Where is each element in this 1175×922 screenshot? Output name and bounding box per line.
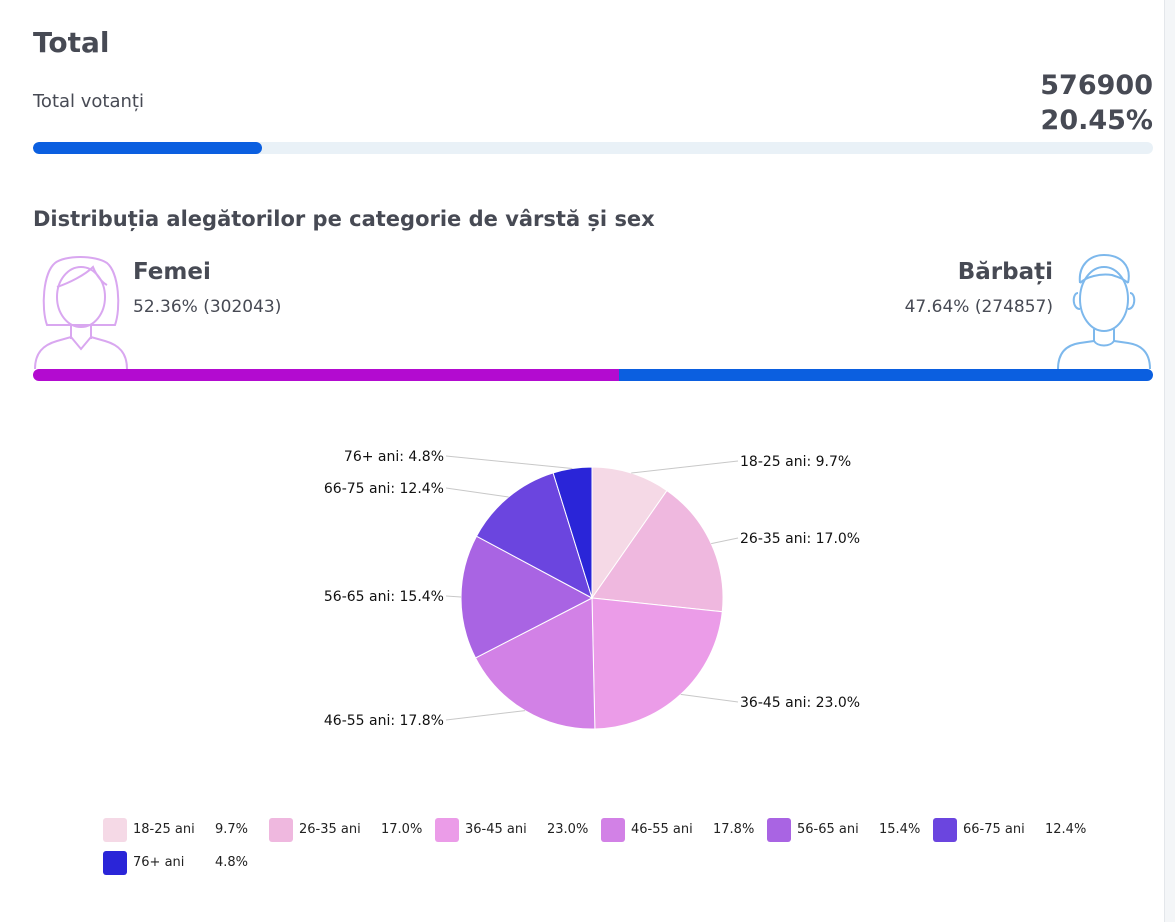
pie-leader-line-5 xyxy=(445,595,462,598)
gender-split-bar xyxy=(33,369,1153,381)
pie-leader-line-1 xyxy=(631,460,739,474)
female-person-icon xyxy=(34,256,128,370)
legend-swatch xyxy=(103,851,127,875)
gender-split-female xyxy=(33,369,620,381)
legend-label: 46-55 ani xyxy=(631,822,693,837)
legend-label: 76+ ani xyxy=(133,855,185,870)
legend-label: 18-25 ani xyxy=(133,822,195,837)
female-value: 52.36% (302043) xyxy=(133,297,282,317)
legend-percent: 9.7% xyxy=(215,822,249,837)
legend-label: 36-45 ani xyxy=(465,822,527,837)
legend-percent: 17.8% xyxy=(713,822,755,837)
legend-percent: 17.0% xyxy=(381,822,423,837)
legend-swatch xyxy=(435,818,459,842)
legend-percent: 23.0% xyxy=(547,822,589,837)
turnout-progress-fill xyxy=(33,142,263,154)
pie-slice-4[interactable] xyxy=(474,597,596,730)
male-label: Bărbați xyxy=(957,259,1053,285)
pie-leader-line-4 xyxy=(445,710,526,721)
pie-slice-7[interactable] xyxy=(552,466,593,599)
gender-split-male xyxy=(619,369,1153,381)
legend-swatch xyxy=(767,818,791,842)
pie-leader-line-2 xyxy=(711,537,739,545)
pie-slice-1[interactable] xyxy=(591,466,668,600)
turnout-percent: 20.45% xyxy=(1040,105,1153,136)
female-label: Femei xyxy=(133,259,211,285)
legend-label: 26-35 ani xyxy=(299,822,361,837)
page-title: Total xyxy=(33,26,110,59)
legend-swatch xyxy=(601,818,625,842)
total-voters-label: Total votanți xyxy=(33,91,144,112)
pie-slice-3[interactable] xyxy=(591,597,723,730)
pie-label-2: 26-35 ani: 17.0% xyxy=(740,531,860,547)
pie-slice-2[interactable] xyxy=(591,489,724,613)
pie-leader-line-6 xyxy=(445,487,509,498)
pie-leader-line-3 xyxy=(680,693,739,703)
legend-swatch xyxy=(933,818,957,842)
male-value: 47.64% (274857) xyxy=(904,297,1053,317)
pie-label-3: 36-45 ani: 23.0% xyxy=(740,695,860,711)
legend-percent: 12.4% xyxy=(1045,822,1087,837)
legend-swatch xyxy=(269,818,293,842)
legend-percent: 15.4% xyxy=(879,822,921,837)
pie-label-4: 46-55 ani: 17.8% xyxy=(324,713,444,729)
pie-leader-line-7 xyxy=(445,455,573,469)
turnout-progress-bar xyxy=(33,142,1153,154)
legend-swatch xyxy=(103,818,127,842)
male-person-icon xyxy=(1057,253,1151,370)
pie-label-1: 18-25 ani: 9.7% xyxy=(740,454,851,470)
total-voters-count: 576900 xyxy=(1040,70,1153,101)
legend-label: 66-75 ani xyxy=(963,822,1025,837)
pie-slice-6[interactable] xyxy=(475,472,593,600)
distribution-subtitle: Distribuția alegătorilor pe categorie de… xyxy=(33,207,655,231)
age-pie-chart: 18-25 ani: 9.7% 26-35 ani: 17.0% 36-45 ani… xyxy=(324,449,860,730)
legend-label: 56-65 ani xyxy=(797,822,859,837)
legend-percent: 4.8% xyxy=(215,855,249,870)
pie-label-6: 66-75 ani: 12.4% xyxy=(324,481,444,497)
pie-label-5: 56-65 ani: 15.4% xyxy=(324,589,444,605)
pie-label-7: 76+ ani: 4.8% xyxy=(344,449,444,465)
scrollbar[interactable] xyxy=(1164,0,1175,922)
